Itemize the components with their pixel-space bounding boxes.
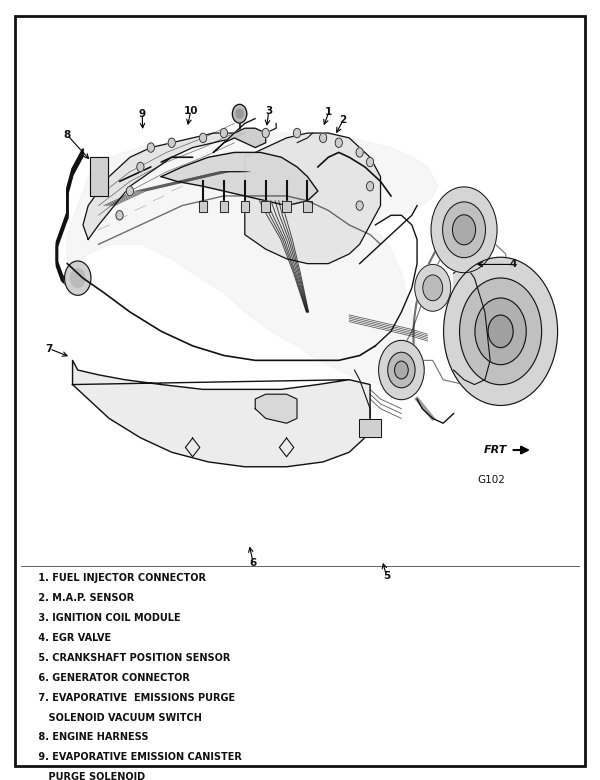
Bar — [241, 200, 249, 212]
Bar — [283, 200, 291, 212]
Circle shape — [236, 109, 243, 119]
Circle shape — [320, 133, 327, 143]
Circle shape — [220, 129, 227, 138]
Circle shape — [262, 129, 269, 138]
Circle shape — [367, 158, 374, 167]
Text: 1: 1 — [325, 108, 332, 117]
Circle shape — [423, 275, 443, 300]
Bar — [89, 157, 107, 196]
Text: G102: G102 — [478, 475, 505, 484]
Text: 6: 6 — [250, 558, 257, 568]
Circle shape — [356, 201, 363, 211]
Circle shape — [475, 298, 526, 365]
Text: 4: 4 — [510, 260, 517, 269]
Bar — [262, 200, 270, 212]
Text: 9. EVAPORATIVE EMISSION CANISTER: 9. EVAPORATIVE EMISSION CANISTER — [35, 752, 242, 762]
Polygon shape — [67, 133, 438, 385]
Circle shape — [199, 133, 206, 143]
Polygon shape — [161, 152, 318, 206]
Bar — [220, 200, 228, 212]
Circle shape — [388, 353, 415, 388]
Text: 3. IGNITION COIL MODULE: 3. IGNITION COIL MODULE — [35, 613, 181, 623]
Bar — [89, 157, 107, 196]
Text: SOLENOID VACUUM SWITCH: SOLENOID VACUUM SWITCH — [35, 713, 202, 722]
Circle shape — [443, 202, 485, 257]
Text: 2. M.A.P. SENSOR: 2. M.A.P. SENSOR — [35, 593, 134, 603]
Circle shape — [452, 215, 476, 245]
Text: 7: 7 — [46, 344, 53, 353]
Bar — [359, 419, 381, 438]
Bar — [199, 200, 207, 212]
Text: 1. FUEL INJECTOR CONNECTOR: 1. FUEL INJECTOR CONNECTOR — [35, 573, 206, 583]
Text: 7. EVAPORATIVE  EMISSIONS PURGE: 7. EVAPORATIVE EMISSIONS PURGE — [35, 693, 235, 703]
Circle shape — [127, 186, 134, 196]
Circle shape — [415, 264, 451, 311]
Text: 9: 9 — [139, 109, 146, 119]
Circle shape — [116, 211, 123, 220]
Text: 4. EGR VALVE: 4. EGR VALVE — [35, 633, 111, 643]
Bar — [199, 200, 207, 212]
Circle shape — [395, 361, 408, 379]
Text: 3: 3 — [265, 106, 272, 115]
Text: 8: 8 — [64, 130, 71, 140]
Bar — [303, 200, 311, 212]
Text: 10: 10 — [184, 106, 198, 115]
Bar — [241, 200, 249, 212]
Circle shape — [168, 138, 175, 147]
Circle shape — [293, 129, 301, 138]
Polygon shape — [83, 133, 245, 239]
Text: 6. GENERATOR CONNECTOR: 6. GENERATOR CONNECTOR — [35, 672, 190, 682]
Circle shape — [137, 162, 144, 172]
Circle shape — [460, 278, 542, 385]
Bar — [283, 200, 291, 212]
Polygon shape — [454, 264, 490, 385]
Circle shape — [367, 182, 374, 191]
Circle shape — [356, 147, 363, 157]
Text: PURGE SOLENOID: PURGE SOLENOID — [35, 772, 145, 780]
Polygon shape — [245, 133, 380, 264]
Bar — [303, 200, 311, 212]
Polygon shape — [255, 394, 297, 424]
Circle shape — [379, 340, 424, 399]
Circle shape — [443, 257, 557, 406]
Polygon shape — [73, 360, 370, 466]
Bar — [359, 419, 381, 438]
Circle shape — [488, 315, 513, 348]
Polygon shape — [214, 128, 266, 152]
Text: 2: 2 — [340, 115, 347, 125]
Circle shape — [71, 269, 85, 288]
Text: 5: 5 — [383, 571, 390, 580]
Circle shape — [65, 261, 91, 296]
Circle shape — [335, 138, 343, 147]
Bar — [262, 200, 270, 212]
Bar — [220, 200, 228, 212]
Circle shape — [232, 105, 247, 123]
Text: 8. ENGINE HARNESS: 8. ENGINE HARNESS — [35, 732, 148, 743]
Circle shape — [147, 143, 154, 152]
Circle shape — [431, 187, 497, 273]
Text: FRT: FRT — [484, 445, 508, 455]
Text: 5. CRANKSHAFT POSITION SENSOR: 5. CRANKSHAFT POSITION SENSOR — [35, 653, 230, 663]
